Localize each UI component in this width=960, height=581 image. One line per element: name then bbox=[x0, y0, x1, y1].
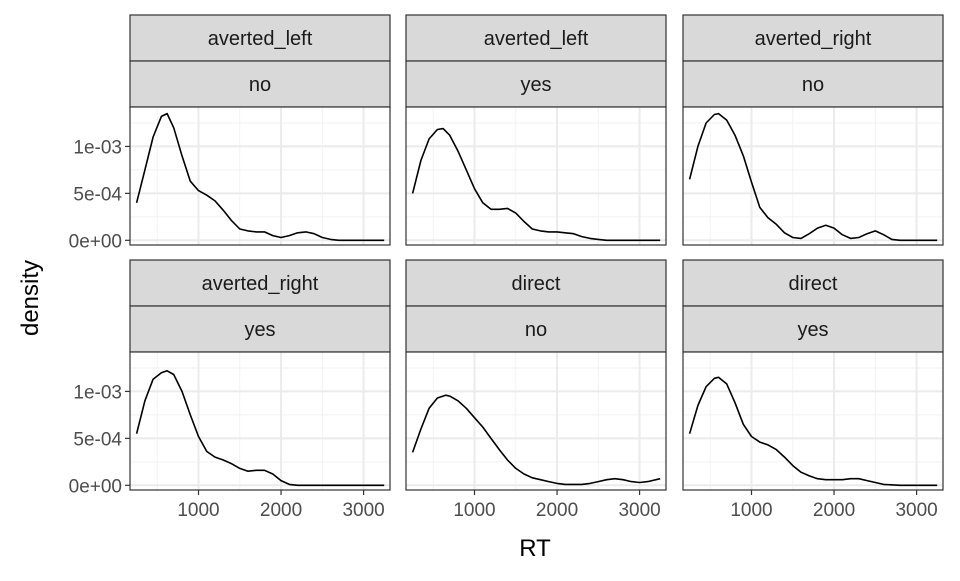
strip-bottom-label: no bbox=[802, 74, 824, 96]
strip-top-label: averted_left bbox=[484, 28, 589, 50]
strip-top-bg bbox=[682, 259, 944, 307]
panel-border bbox=[405, 106, 667, 246]
panel-background bbox=[683, 352, 943, 490]
strip-top-label: averted_right bbox=[202, 273, 319, 295]
x-tick-label: 3000 bbox=[342, 500, 384, 521]
panel-background bbox=[130, 107, 390, 245]
strip-top-bg bbox=[682, 14, 944, 62]
x-tick-label: 3000 bbox=[618, 500, 660, 521]
panel-border bbox=[129, 106, 391, 246]
strip-top-bg bbox=[405, 259, 667, 307]
strip-bottom-label: no bbox=[525, 319, 547, 341]
strip-bottom-bg bbox=[682, 60, 944, 108]
x-tick-label: 1000 bbox=[730, 500, 772, 521]
x-tick-label: 3000 bbox=[895, 500, 937, 521]
x-tick-label: 1000 bbox=[453, 500, 495, 521]
panel-background bbox=[406, 352, 666, 490]
x-tick-label: 1000 bbox=[177, 500, 219, 521]
panel-background bbox=[683, 107, 943, 245]
strip-bottom-bg bbox=[129, 60, 391, 108]
panel-border bbox=[682, 106, 944, 246]
y-axis-title: density bbox=[17, 260, 44, 336]
panel-border bbox=[405, 351, 667, 491]
strip-top-bg bbox=[129, 14, 391, 62]
strip-bottom-label: yes bbox=[244, 319, 275, 341]
density-line-averted_left-yes bbox=[411, 127, 661, 242]
strip-top-label: direct bbox=[512, 273, 561, 295]
y-tick-label: 0e+00 bbox=[69, 476, 122, 497]
density-line-averted_left-no bbox=[135, 112, 385, 242]
x-axis-title: RT bbox=[519, 535, 551, 562]
density-line-averted_right-no bbox=[688, 112, 938, 242]
strip-bottom-bg bbox=[405, 60, 667, 108]
x-tick-label: 2000 bbox=[536, 500, 578, 521]
strip-bottom-label: no bbox=[249, 74, 271, 96]
density-line-direct-yes bbox=[688, 376, 938, 487]
strip-bottom-label: yes bbox=[797, 319, 828, 341]
x-tick-label: 2000 bbox=[813, 500, 855, 521]
strip-bottom-bg bbox=[129, 305, 391, 353]
strip-top-label: averted_right bbox=[755, 28, 872, 50]
strip-top-label: direct bbox=[789, 273, 838, 295]
panel-border bbox=[682, 351, 944, 491]
strip-top-bg bbox=[129, 259, 391, 307]
y-tick-label: 1e-03 bbox=[73, 382, 122, 403]
density-line-direct-no bbox=[411, 394, 661, 486]
y-tick-label: 5e-04 bbox=[73, 184, 122, 205]
panel-background bbox=[406, 107, 666, 245]
strip-top-label: averted_left bbox=[208, 28, 313, 50]
y-tick-label: 1e-03 bbox=[73, 137, 122, 158]
x-tick-label: 2000 bbox=[260, 500, 302, 521]
y-tick-label: 0e+00 bbox=[69, 231, 122, 252]
strip-bottom-bg bbox=[405, 305, 667, 353]
y-tick-label: 5e-04 bbox=[73, 429, 122, 450]
panel-border bbox=[129, 351, 391, 491]
density-line-averted_right-yes bbox=[135, 370, 385, 487]
strip-bottom-label: yes bbox=[520, 74, 551, 96]
